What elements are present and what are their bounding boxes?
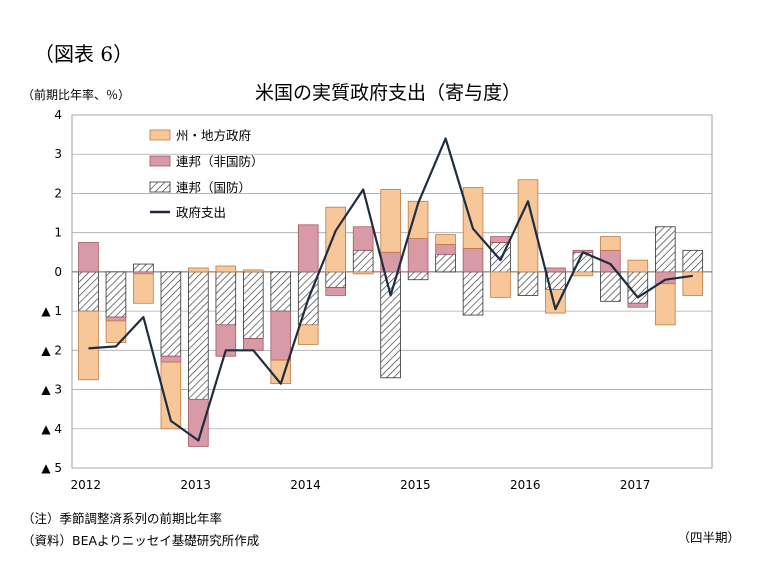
bar-federal-defense bbox=[682, 249, 704, 273]
bar-layer bbox=[78, 179, 704, 447]
bar-federal-defense bbox=[407, 271, 429, 281]
bar-federal-nondefense bbox=[627, 302, 649, 308]
bar-federal-defense bbox=[325, 271, 346, 288]
y-tick-label: ▲ 4 bbox=[41, 422, 62, 436]
bar-federal-defense bbox=[270, 271, 292, 312]
bar-federal-nondefense bbox=[78, 242, 99, 273]
bar-state-local bbox=[242, 269, 264, 273]
figure-label: （図表 6） bbox=[34, 42, 134, 66]
bar-federal-defense bbox=[462, 271, 484, 316]
bar-state-local bbox=[462, 187, 484, 249]
period-label: （四半期） bbox=[677, 530, 740, 545]
x-tick-label: 2012 bbox=[70, 478, 101, 492]
bar-federal-nondefense bbox=[545, 267, 566, 273]
x-tick-label: 2013 bbox=[180, 478, 211, 492]
y-tick-label: 3 bbox=[54, 147, 62, 161]
bar-federal-nondefense bbox=[407, 238, 429, 273]
bar-federal-nondefense bbox=[325, 287, 346, 296]
bar-state-local bbox=[78, 310, 99, 381]
bar-federal-nondefense bbox=[297, 224, 319, 273]
bar-federal-defense bbox=[160, 271, 182, 357]
bar-federal-nondefense bbox=[160, 355, 182, 363]
bar-state-local bbox=[600, 236, 621, 251]
legend-swatch-state-local bbox=[149, 129, 171, 141]
y-tick-label: ▲ 3 bbox=[41, 383, 62, 397]
x-tick-label: 2017 bbox=[620, 478, 651, 492]
bar-federal-defense bbox=[105, 271, 127, 318]
bar-federal-nondefense bbox=[105, 316, 127, 322]
bar-federal-defense bbox=[215, 271, 237, 326]
x-tick-label: 2015 bbox=[400, 478, 431, 492]
bar-federal-nondefense bbox=[270, 310, 292, 361]
bar-federal-defense bbox=[517, 271, 539, 296]
bar-state-local bbox=[627, 259, 649, 273]
bar-state-local bbox=[380, 189, 401, 253]
y-tick-label: 1 bbox=[54, 226, 62, 240]
bar-state-local bbox=[325, 206, 346, 273]
x-tick-label: 2016 bbox=[510, 478, 541, 492]
line-government-spending bbox=[88, 137, 693, 442]
bar-federal-nondefense bbox=[435, 244, 456, 255]
y-tick-label: 2 bbox=[54, 186, 62, 200]
bar-federal-nondefense bbox=[215, 324, 237, 357]
note-seasonally-adjusted: （注）季節調整済系列の前期比年率 bbox=[22, 511, 223, 526]
bar-state-local bbox=[105, 320, 127, 343]
bar-state-local bbox=[545, 289, 566, 314]
bar-state-local bbox=[572, 271, 594, 277]
bar-federal-nondefense bbox=[462, 247, 484, 273]
legend-label-federal-defense: 連邦（国防） bbox=[176, 180, 251, 195]
legend: 州・地方政府 連邦（非国防） 連邦（国防） 政府支出 bbox=[149, 128, 264, 220]
line-layer bbox=[88, 137, 693, 442]
bar-federal-nondefense bbox=[242, 338, 264, 351]
y-tick-label: 4 bbox=[54, 108, 62, 122]
bar-state-local bbox=[517, 179, 539, 273]
bar-federal-defense bbox=[435, 253, 456, 273]
chart-title: 米国の実質政府支出（寄与度） bbox=[254, 82, 521, 104]
axis-layer: 4 3 2 1 0 ▲ 1 ▲ 2 ▲ 3 ▲ 4 ▲ 5 2012 2013 2014 2015 2016… bbox=[41, 108, 650, 492]
legend-swatch-federal-nondefense bbox=[149, 155, 171, 167]
bar-federal-defense bbox=[380, 271, 401, 379]
bar-federal-defense bbox=[352, 249, 374, 273]
bar-federal-nondefense bbox=[352, 226, 374, 251]
bar-federal-nondefense bbox=[188, 398, 209, 447]
y-tick-label: 0 bbox=[54, 265, 62, 279]
bar-state-local bbox=[188, 267, 209, 273]
bar-federal-defense bbox=[242, 271, 264, 339]
note-source: （資料）BEAよりニッセイ基礎研究所作成 bbox=[22, 533, 260, 548]
bar-state-local bbox=[682, 271, 704, 296]
bar-state-local bbox=[297, 324, 319, 345]
bar-federal-defense bbox=[133, 263, 154, 273]
bar-federal-defense bbox=[78, 271, 99, 312]
x-tick-label: 2014 bbox=[290, 478, 321, 492]
bar-state-local bbox=[133, 273, 154, 304]
y-tick-label: ▲ 2 bbox=[41, 343, 62, 357]
legend-label-government-spending: 政府支出 bbox=[176, 205, 226, 220]
y-tick-label: ▲ 5 bbox=[41, 461, 62, 475]
bar-state-local bbox=[655, 283, 676, 326]
bar-federal-defense bbox=[600, 271, 621, 302]
bar-state-local bbox=[435, 234, 456, 245]
unit-label: （前期比年率、％） bbox=[22, 88, 131, 102]
bar-federal-nondefense bbox=[490, 236, 511, 243]
y-tick-label: ▲ 1 bbox=[41, 304, 62, 318]
legend-label-state-local: 州・地方政府 bbox=[176, 128, 251, 143]
bar-state-local bbox=[215, 265, 237, 273]
bar-federal-defense bbox=[655, 226, 676, 273]
legend-label-federal-nondefense: 連邦（非国防） bbox=[176, 154, 264, 169]
bar-state-local bbox=[352, 271, 374, 275]
bar-federal-defense bbox=[188, 271, 209, 400]
legend-swatch-federal-defense bbox=[149, 181, 171, 193]
bar-state-local bbox=[490, 271, 511, 298]
bar-state-local bbox=[160, 361, 182, 430]
